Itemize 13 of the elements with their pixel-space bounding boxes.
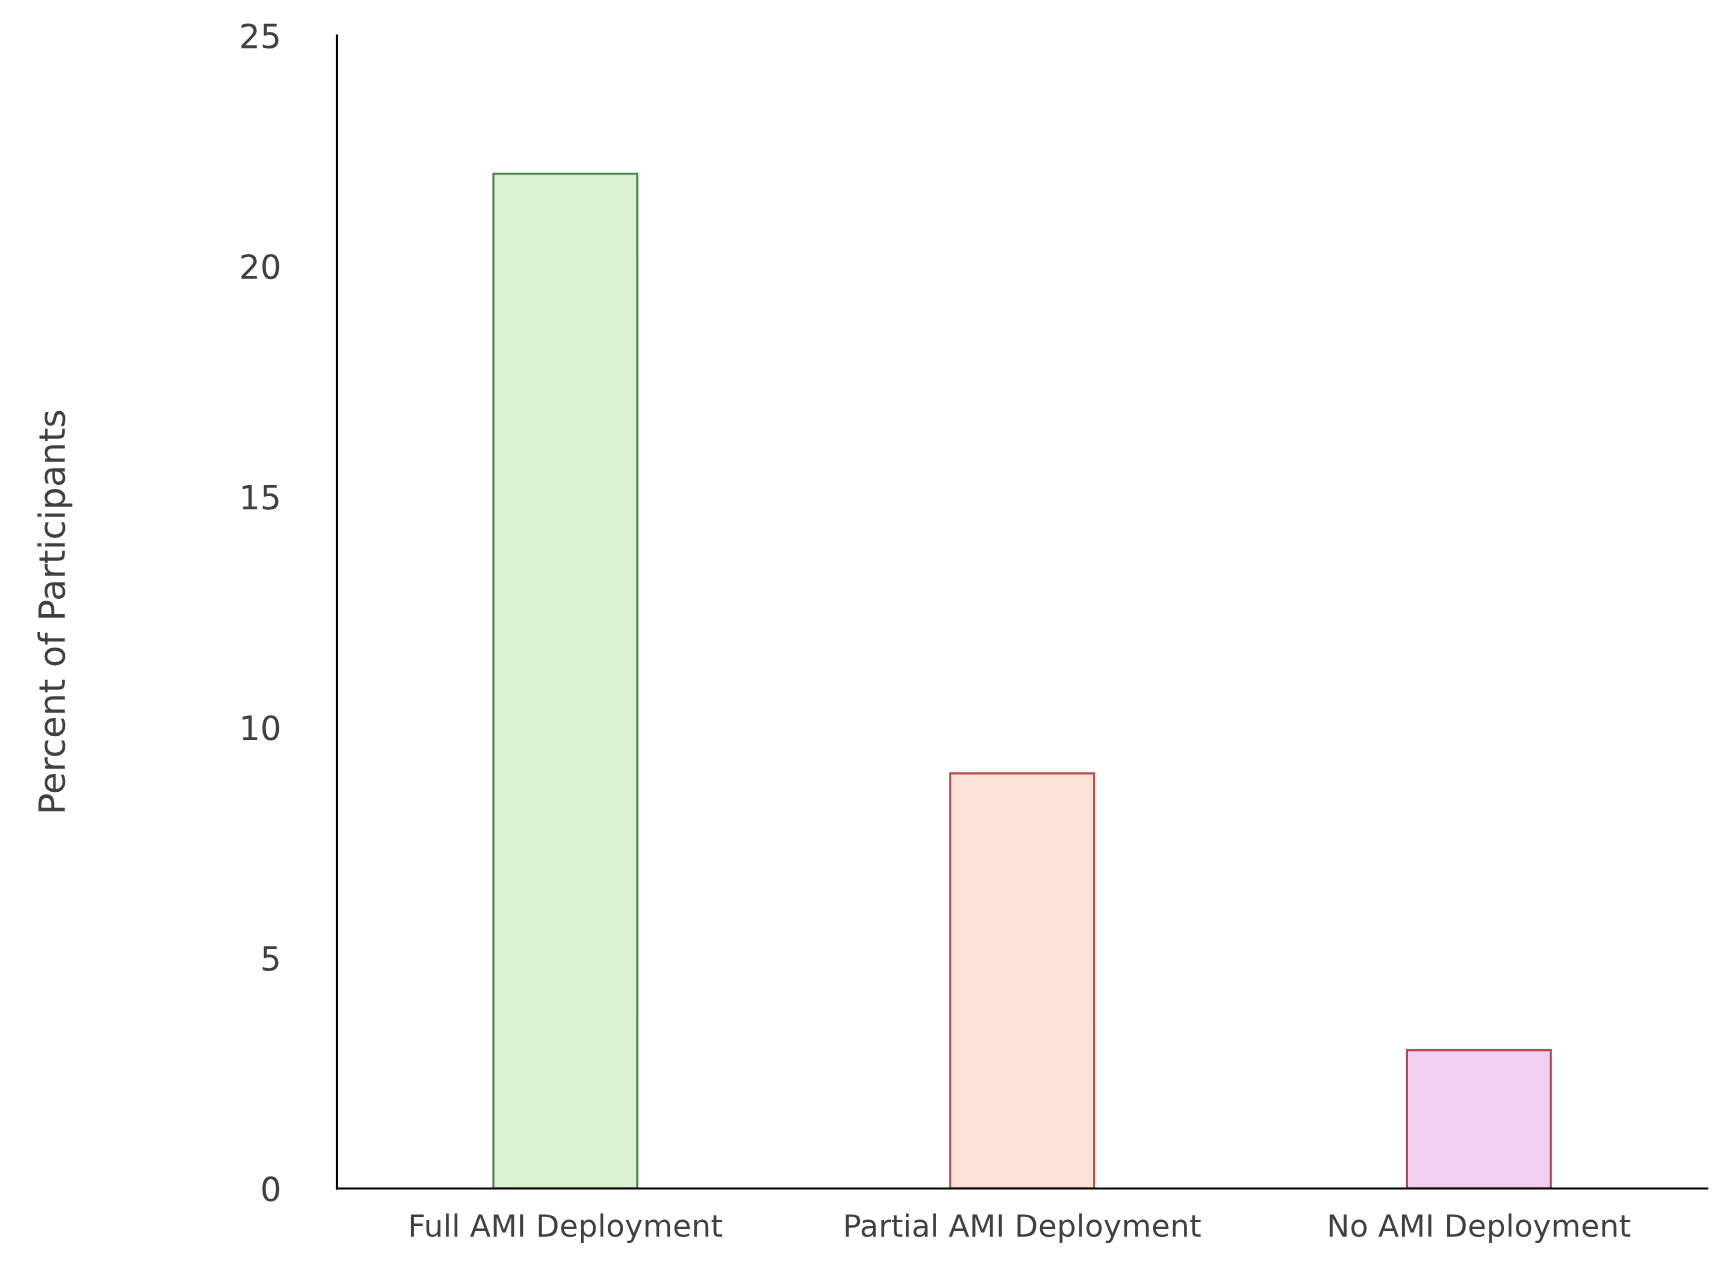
bar <box>1405 1049 1552 1189</box>
y-tick-label: 10 <box>242 715 280 741</box>
x-tick-label: Full AMI Deployment <box>410 1213 723 1244</box>
x-tick-label: Partial AMI Deployment <box>845 1213 1201 1244</box>
y-tick-label: 25 <box>241 23 279 49</box>
y-tick-label: 5 <box>262 946 279 971</box>
y-tick-label: 0 <box>262 1176 280 1202</box>
bar <box>492 172 639 1189</box>
y-tick-label: 15 <box>242 485 279 510</box>
x-tick-label: No AMI Deployment <box>1329 1213 1631 1244</box>
y-tick-label: 20 <box>241 253 280 280</box>
y-axis-title: Percent of Participants <box>37 410 73 812</box>
bar <box>949 772 1096 1189</box>
